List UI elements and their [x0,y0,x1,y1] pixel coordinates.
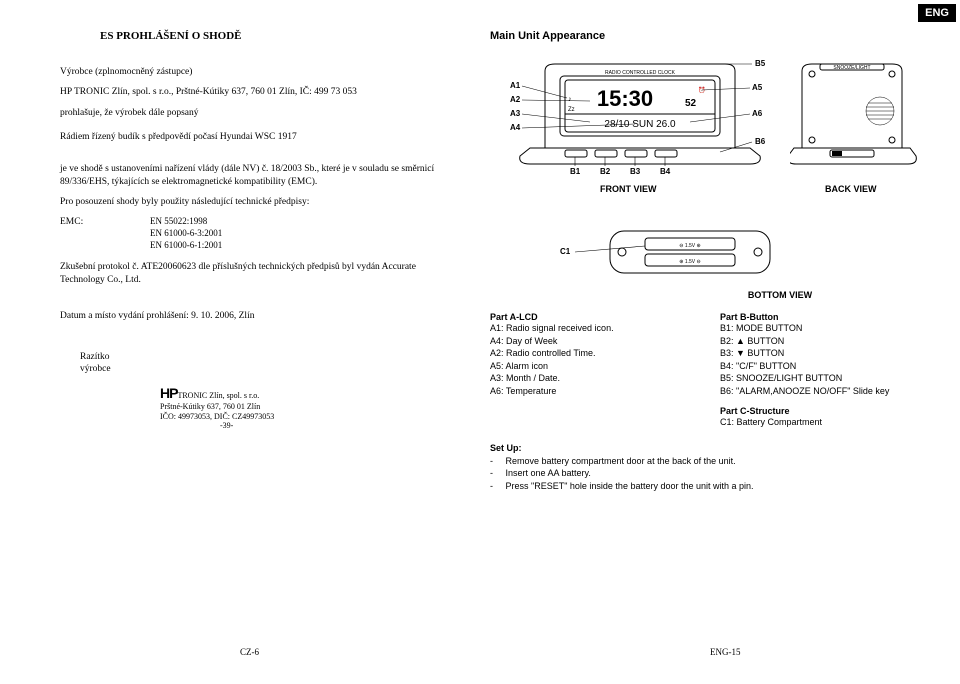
radio-clock-text: RADIO CONTROLLED CLOCK [605,70,676,76]
parts-row: Part A-LCD A1: Radio signal received ico… [490,312,930,428]
es-title: ES PROHLÁŠENÍ O SHODĚ [100,30,460,42]
svg-text:C1: C1 [560,247,571,256]
svg-text:A6: A6 [752,109,763,118]
hp-big: HP [160,385,177,401]
c1-t: C1: Battery Compartment [720,416,930,429]
snooze-text: SNOOZE/LIGHT [833,65,870,71]
svg-text:A1: A1 [510,81,521,90]
emc2: EN 61000-6-3:2001 [150,228,222,240]
a4-t: A4: Day of Week [490,335,690,348]
a1-t: A1: Radio signal received icon. [490,322,690,335]
front-view-label: FRONT VIEW [600,184,657,194]
radiem: Rádiem řízený budík s předpovědí počasí … [60,131,460,143]
part-c-head: Part C-Structure [720,406,930,416]
a3-t: A3: Month / Date. [490,372,690,385]
left-page: ES PROHLÁŠENÍ O SHODĚ Výrobce (zplnomocn… [60,30,460,431]
eng-badge: ENG [918,4,956,22]
datum: Datum a místo vydání prohlášení: 9. 10. … [60,310,460,322]
shoda: je ve shodě s ustanoveními nařízení vlád… [60,163,460,188]
setup-head: Set Up: [490,442,930,455]
hp-line: HP TRONIC Zlín, spol. s r.o., Prštné-Kút… [60,86,460,98]
hp-logo: HPTRONIC Zlín, spol. s r.o. Prštné-Kútik… [160,385,460,431]
hp-small2: Prštné-Kútiky 637, 760 01 Zlín [160,402,260,411]
zkusebni: Zkušební protokol č. ATE20060623 dle pří… [60,261,460,286]
bottom-view-label: BOTTOM VIEW [630,290,930,300]
razitko-block: Razítko výrobce [80,351,460,376]
main-unit-title: Main Unit Appearance [490,30,930,42]
b6-t: B6: "ALARM,ANOOZE NO/OFF" Slide key [720,385,930,398]
svg-text:B1: B1 [570,167,581,176]
svg-text:A4: A4 [510,123,521,132]
svg-text:♪: ♪ [568,96,572,103]
setup-block: Set Up: - Remove battery compartment doo… [490,442,930,492]
back-view-svg: SNOOZE/LIGHT [790,56,920,176]
emc3: EN 61000-6-1:2001 [150,240,222,252]
svg-text:B5: B5 [755,59,766,68]
emc1: EN 55022:1998 [150,216,222,228]
svg-text:A5: A5 [752,83,763,92]
svg-text:B4: B4 [660,167,671,176]
b3-t: B3: ▼ BUTTON [720,347,930,360]
setup2: Insert one AA battery. [506,468,591,478]
front-view-svg: RADIO CONTROLLED CLOCK 15:30 52 ♪ Zz ⏰ 2… [490,56,780,176]
vyrobce-head: Výrobce (zplnomocněný zástupce) [60,66,460,78]
footer-right: ENG-15 [710,647,741,657]
emc-block: EMC: EN 55022:1998 EN 61000-6-3:2001 EN … [60,216,460,251]
pro-posouzeni: Pro posouzení shody byly použity následu… [60,196,460,208]
b2-t: B2: ▲ BUTTON [720,335,930,348]
right-page: Main Unit Appearance RADIO CONTROLLED CL… [490,30,930,493]
hp-small4: -39- [220,421,233,430]
a2-t: A2: Radio controlled Time. [490,347,690,360]
svg-text:Zz: Zz [568,107,575,113]
lcd-sec: 52 [685,98,697,109]
lcd-time: 15:30 [597,86,653,111]
svg-text:⊕ 1.5V ⊖: ⊕ 1.5V ⊖ [679,259,700,265]
razitko: Razítko [80,351,460,363]
b1-t: B1: MODE BUTTON [720,322,930,335]
part-b-head: Part B-Button [720,312,930,322]
hp-small1: TRONIC Zlín, spol. s r.o. [177,391,259,400]
footer-left: CZ-6 [240,647,259,657]
part-a-head: Part A-LCD [490,312,690,322]
svg-text:A3: A3 [510,109,521,118]
setup3: Press "RESET" hole inside the battery do… [506,481,754,491]
back-view-label: BACK VIEW [825,184,877,194]
prohlasuje: prohlašuje, že výrobek dále popsaný [60,107,460,119]
setup1: Remove battery compartment door at the b… [506,456,736,466]
svg-text:B6: B6 [755,137,766,146]
a5-t: A5: Alarm icon [490,360,690,373]
diagram-area: RADIO CONTROLLED CLOCK 15:30 52 ♪ Zz ⏰ 2… [490,56,910,196]
svg-text:⊖ 1.5V ⊕: ⊖ 1.5V ⊕ [679,243,700,249]
svg-text:A2: A2 [510,95,521,104]
svg-text:B3: B3 [630,167,641,176]
svg-text:B2: B2 [600,167,611,176]
emc-label: EMC: [60,216,150,243]
bottom-view-svg: ⊖ 1.5V ⊕ ⊕ 1.5V ⊖ C1 [550,226,810,286]
hp-small3: IČO: 49973053, DIČ: CZ49973053 [160,412,274,421]
b4-t: B4: "C/F" BUTTON [720,360,930,373]
vyrobce: výrobce [80,363,460,375]
a6-t: A6: Temperature [490,385,690,398]
b5-t: B5: SNOOZE/LIGHT BUTTON [720,372,930,385]
